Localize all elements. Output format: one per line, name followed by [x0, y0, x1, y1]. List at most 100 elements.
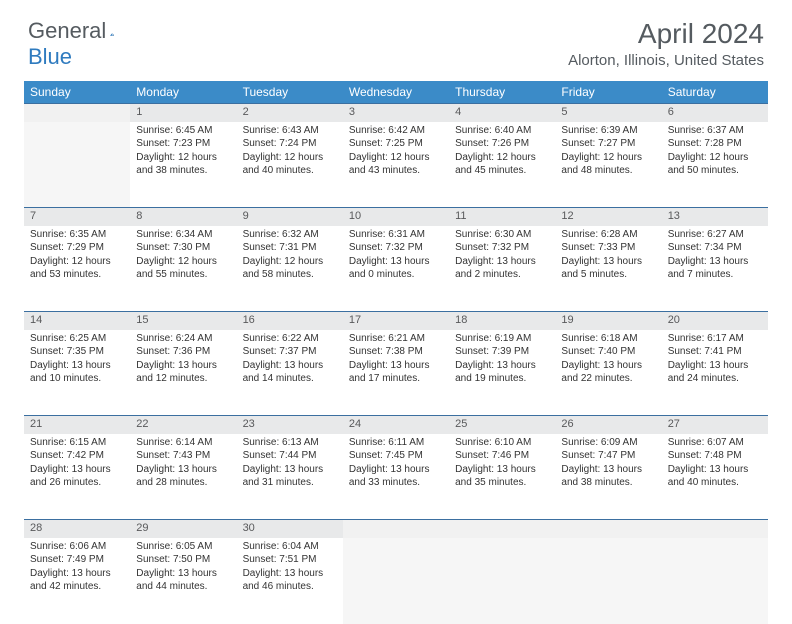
- daylight-text-1: Daylight: 13 hours: [455, 463, 549, 477]
- sunrise-text: Sunrise: 6:19 AM: [455, 332, 549, 346]
- sunset-text: Sunset: 7:46 PM: [455, 449, 549, 463]
- daylight-text-1: Daylight: 13 hours: [349, 463, 443, 477]
- sunrise-text: Sunrise: 6:17 AM: [668, 332, 762, 346]
- daynum-cell: 30: [237, 520, 343, 538]
- sunrise-text: Sunrise: 6:21 AM: [349, 332, 443, 346]
- daynum-cell: 3: [343, 104, 449, 122]
- sunset-text: Sunset: 7:23 PM: [136, 137, 230, 151]
- daylight-text-1: Daylight: 13 hours: [668, 359, 762, 373]
- daylight-text-1: Daylight: 12 hours: [561, 151, 655, 165]
- sunset-text: Sunset: 7:41 PM: [668, 345, 762, 359]
- daynum-cell: 16: [237, 312, 343, 330]
- sunrise-text: Sunrise: 6:45 AM: [136, 124, 230, 138]
- sunrise-text: Sunrise: 6:43 AM: [243, 124, 337, 138]
- day-cell: [662, 538, 768, 624]
- day-cell: [449, 538, 555, 624]
- logo-icon: [110, 23, 114, 39]
- daynum-cell: [343, 520, 449, 538]
- week-3-nums: 21222324252627: [24, 416, 768, 434]
- sunrise-text: Sunrise: 6:27 AM: [668, 228, 762, 242]
- day-cell: Sunrise: 6:17 AMSunset: 7:41 PMDaylight:…: [662, 330, 768, 416]
- day-cell: [24, 122, 130, 208]
- day-cell: [343, 538, 449, 624]
- daylight-text-1: Daylight: 13 hours: [30, 567, 124, 581]
- sunrise-text: Sunrise: 6:42 AM: [349, 124, 443, 138]
- daynum-cell: 1: [130, 104, 236, 122]
- daynum-cell: 28: [24, 520, 130, 538]
- dayname-row: SundayMondayTuesdayWednesdayThursdayFrid…: [24, 81, 768, 104]
- daynum-cell: 27: [662, 416, 768, 434]
- daynum-cell: 25: [449, 416, 555, 434]
- day-cell: Sunrise: 6:32 AMSunset: 7:31 PMDaylight:…: [237, 226, 343, 312]
- daylight-text-2: and 44 minutes.: [136, 580, 230, 594]
- day-cell: Sunrise: 6:42 AMSunset: 7:25 PMDaylight:…: [343, 122, 449, 208]
- daylight-text-1: Daylight: 13 hours: [136, 463, 230, 477]
- day-cell: Sunrise: 6:06 AMSunset: 7:49 PMDaylight:…: [24, 538, 130, 624]
- day-cell: Sunrise: 6:24 AMSunset: 7:36 PMDaylight:…: [130, 330, 236, 416]
- sunset-text: Sunset: 7:30 PM: [136, 241, 230, 255]
- week-0-nums: 123456: [24, 104, 768, 122]
- week-4-nums: 282930: [24, 520, 768, 538]
- daylight-text-1: Daylight: 13 hours: [349, 359, 443, 373]
- day-cell: Sunrise: 6:05 AMSunset: 7:50 PMDaylight:…: [130, 538, 236, 624]
- daylight-text-1: Daylight: 12 hours: [668, 151, 762, 165]
- sunrise-text: Sunrise: 6:15 AM: [30, 436, 124, 450]
- daylight-text-2: and 19 minutes.: [455, 372, 549, 386]
- daylight-text-1: Daylight: 12 hours: [349, 151, 443, 165]
- day-cell: Sunrise: 6:45 AMSunset: 7:23 PMDaylight:…: [130, 122, 236, 208]
- daylight-text-2: and 7 minutes.: [668, 268, 762, 282]
- daylight-text-2: and 38 minutes.: [136, 164, 230, 178]
- daylight-text-2: and 17 minutes.: [349, 372, 443, 386]
- logo-word1: General: [28, 18, 106, 44]
- day-cell: Sunrise: 6:10 AMSunset: 7:46 PMDaylight:…: [449, 434, 555, 520]
- daylight-text-2: and 48 minutes.: [561, 164, 655, 178]
- day-cell: Sunrise: 6:18 AMSunset: 7:40 PMDaylight:…: [555, 330, 661, 416]
- daynum-cell: 2: [237, 104, 343, 122]
- daynum-cell: 26: [555, 416, 661, 434]
- daylight-text-1: Daylight: 12 hours: [136, 255, 230, 269]
- calendar-table: SundayMondayTuesdayWednesdayThursdayFrid…: [24, 81, 768, 624]
- week-1-content: Sunrise: 6:35 AMSunset: 7:29 PMDaylight:…: [24, 226, 768, 312]
- daynum-cell: [662, 520, 768, 538]
- dayname-saturday: Saturday: [662, 81, 768, 104]
- daylight-text-1: Daylight: 13 hours: [243, 359, 337, 373]
- day-cell: Sunrise: 6:27 AMSunset: 7:34 PMDaylight:…: [662, 226, 768, 312]
- sunset-text: Sunset: 7:44 PM: [243, 449, 337, 463]
- daylight-text-1: Daylight: 13 hours: [561, 359, 655, 373]
- day-cell: Sunrise: 6:07 AMSunset: 7:48 PMDaylight:…: [662, 434, 768, 520]
- sunrise-text: Sunrise: 6:30 AM: [455, 228, 549, 242]
- daylight-text-1: Daylight: 12 hours: [30, 255, 124, 269]
- sunset-text: Sunset: 7:39 PM: [455, 345, 549, 359]
- sunset-text: Sunset: 7:33 PM: [561, 241, 655, 255]
- daylight-text-2: and 45 minutes.: [455, 164, 549, 178]
- week-2-content: Sunrise: 6:25 AMSunset: 7:35 PMDaylight:…: [24, 330, 768, 416]
- sunset-text: Sunset: 7:40 PM: [561, 345, 655, 359]
- dayname-sunday: Sunday: [24, 81, 130, 104]
- daylight-text-2: and 43 minutes.: [349, 164, 443, 178]
- sunrise-text: Sunrise: 6:22 AM: [243, 332, 337, 346]
- day-cell: [555, 538, 661, 624]
- day-cell: Sunrise: 6:35 AMSunset: 7:29 PMDaylight:…: [24, 226, 130, 312]
- day-cell: Sunrise: 6:30 AMSunset: 7:32 PMDaylight:…: [449, 226, 555, 312]
- sunset-text: Sunset: 7:28 PM: [668, 137, 762, 151]
- daynum-cell: 4: [449, 104, 555, 122]
- logo: General: [28, 18, 134, 44]
- day-cell: Sunrise: 6:11 AMSunset: 7:45 PMDaylight:…: [343, 434, 449, 520]
- dayname-friday: Friday: [555, 81, 661, 104]
- sunset-text: Sunset: 7:45 PM: [349, 449, 443, 463]
- daylight-text-2: and 14 minutes.: [243, 372, 337, 386]
- sunset-text: Sunset: 7:38 PM: [349, 345, 443, 359]
- sunrise-text: Sunrise: 6:04 AM: [243, 540, 337, 554]
- sunrise-text: Sunrise: 6:05 AM: [136, 540, 230, 554]
- daylight-text-1: Daylight: 13 hours: [136, 567, 230, 581]
- sunrise-text: Sunrise: 6:14 AM: [136, 436, 230, 450]
- sunset-text: Sunset: 7:49 PM: [30, 553, 124, 567]
- daynum-cell: 10: [343, 208, 449, 226]
- sunset-text: Sunset: 7:34 PM: [668, 241, 762, 255]
- daylight-text-1: Daylight: 13 hours: [561, 255, 655, 269]
- sunset-text: Sunset: 7:26 PM: [455, 137, 549, 151]
- sunrise-text: Sunrise: 6:28 AM: [561, 228, 655, 242]
- sunset-text: Sunset: 7:35 PM: [30, 345, 124, 359]
- daylight-text-2: and 28 minutes.: [136, 476, 230, 490]
- day-cell: Sunrise: 6:31 AMSunset: 7:32 PMDaylight:…: [343, 226, 449, 312]
